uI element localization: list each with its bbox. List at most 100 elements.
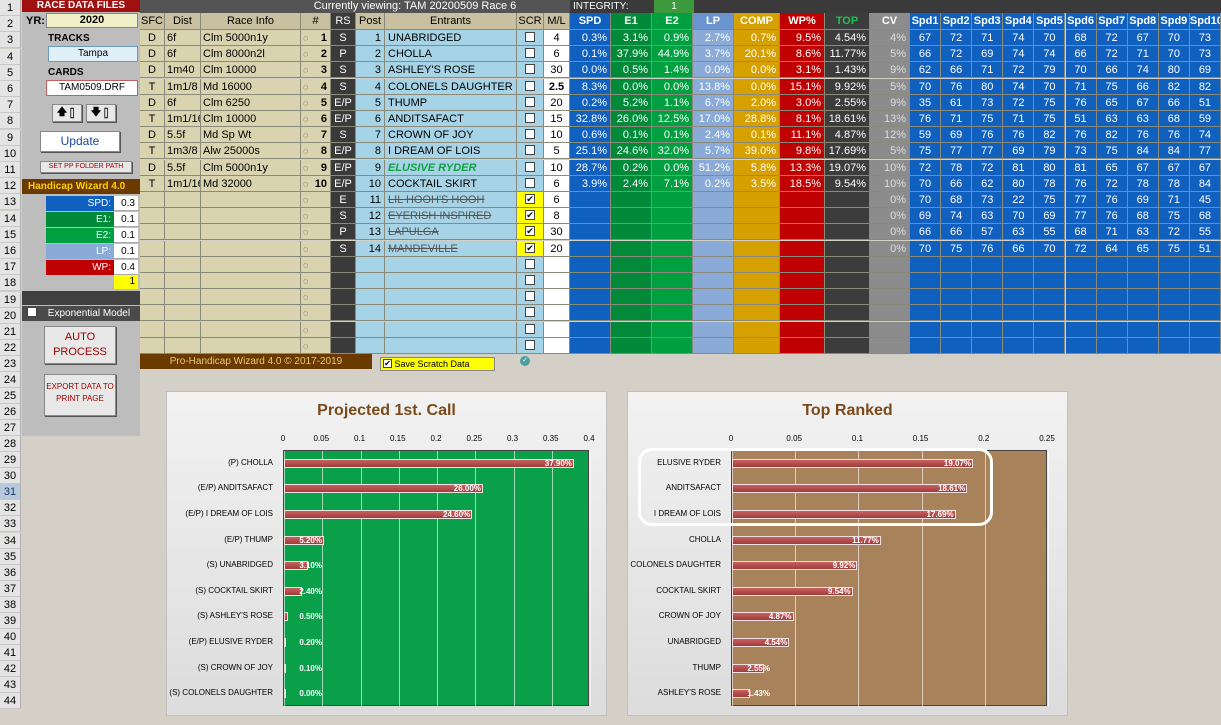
- row-header[interactable]: 30: [0, 468, 21, 485]
- cell-scr[interactable]: ✔: [517, 240, 544, 257]
- column-header-spd5[interactable]: Spd5: [1034, 13, 1066, 30]
- cell-name[interactable]: EYERISH INSPIRED: [385, 208, 517, 225]
- row-header[interactable]: 18: [0, 275, 21, 292]
- row-header[interactable]: 11: [0, 162, 21, 178]
- cell-ml[interactable]: [544, 256, 570, 273]
- row-header[interactable]: 23: [0, 356, 21, 373]
- cell-ml[interactable]: 6: [544, 192, 570, 208]
- cell-name[interactable]: LIL HOOH'S HOOH: [385, 192, 517, 208]
- scratch-checkbox[interactable]: [525, 323, 535, 334]
- cell-ml[interactable]: [544, 337, 570, 354]
- cell-scr[interactable]: ✔: [517, 208, 544, 225]
- save-scratch-toggle[interactable]: ✔ Save Scratch Data: [380, 357, 495, 371]
- row-header[interactable]: 32: [0, 500, 21, 517]
- cell-scr[interactable]: [517, 321, 544, 338]
- scratch-checkbox[interactable]: [525, 339, 535, 350]
- cell-ml[interactable]: 8: [544, 208, 570, 225]
- row-header[interactable]: 38: [0, 596, 21, 613]
- row-header[interactable]: 1: [0, 0, 21, 16]
- row-header[interactable]: 9: [0, 129, 21, 146]
- scratch-checkbox[interactable]: [525, 96, 535, 107]
- column-header-spd8[interactable]: Spd8: [1127, 13, 1159, 30]
- row-header[interactable]: 12: [0, 178, 21, 195]
- column-header-lp[interactable]: LP: [693, 13, 734, 30]
- column-header-info[interactable]: Race Info: [201, 13, 301, 30]
- row-header[interactable]: 19: [0, 291, 21, 308]
- cell-scr[interactable]: [517, 62, 544, 79]
- row-header[interactable]: 20: [0, 307, 21, 324]
- column-header-spd6[interactable]: Spd6: [1065, 13, 1097, 30]
- cell-name[interactable]: MANDEVILLE: [385, 240, 517, 257]
- scratch-checkbox[interactable]: [525, 129, 535, 140]
- cell-ml[interactable]: 30: [544, 224, 570, 241]
- card-select[interactable]: TAM0509.DRF: [46, 80, 138, 96]
- cell-name[interactable]: ANDITSAFACT: [385, 111, 517, 127]
- row-header[interactable]: 34: [0, 532, 21, 549]
- cell-name[interactable]: CHOLLA: [385, 46, 517, 63]
- row-header[interactable]: 40: [0, 628, 21, 645]
- row-header[interactable]: 36: [0, 564, 21, 581]
- cell-ml[interactable]: [544, 273, 570, 289]
- cell-name[interactable]: LAPULGA: [385, 224, 517, 241]
- cell-name[interactable]: CROWN OF JOY: [385, 127, 517, 144]
- row-header[interactable]: 13: [0, 194, 21, 211]
- row-header[interactable]: 16: [0, 243, 21, 259]
- scratch-checkbox[interactable]: ✔: [525, 226, 535, 237]
- cell-ml[interactable]: 2.5: [544, 78, 570, 95]
- cell-name[interactable]: THUMP: [385, 94, 517, 111]
- cell-scr[interactable]: [517, 78, 544, 95]
- cell-name[interactable]: I DREAM OF LOIS: [385, 143, 517, 160]
- scratch-checkbox[interactable]: [525, 145, 535, 156]
- column-header-name[interactable]: Entrants: [385, 13, 517, 30]
- cell-scr[interactable]: [517, 273, 544, 289]
- row-header[interactable]: 29: [0, 452, 21, 469]
- cell-ml[interactable]: 15: [544, 111, 570, 127]
- cell-scr[interactable]: [517, 305, 544, 322]
- row-header[interactable]: 33: [0, 516, 21, 533]
- row-header[interactable]: 31: [0, 484, 21, 501]
- scratch-checkbox[interactable]: ✔: [525, 242, 535, 253]
- row-header[interactable]: 27: [0, 420, 21, 437]
- row-header[interactable]: 3: [0, 32, 21, 49]
- row-header[interactable]: 8: [0, 113, 21, 130]
- scratch-checkbox[interactable]: [525, 177, 535, 188]
- cell-name[interactable]: [385, 305, 517, 322]
- column-header-rs[interactable]: RS: [331, 13, 356, 30]
- set-pp-folder-button[interactable]: SET PP FOLDER PATH: [40, 161, 132, 173]
- column-header-spd3[interactable]: Spd3: [972, 13, 1004, 30]
- cell-name[interactable]: UNABRIDGED: [385, 30, 517, 46]
- scratch-checkbox[interactable]: ✔: [525, 194, 535, 205]
- row-header[interactable]: 24: [0, 372, 21, 388]
- auto-process-button[interactable]: AUTO PROCESS: [44, 326, 116, 364]
- weight-value[interactable]: 0.1: [114, 212, 138, 227]
- column-header-spd[interactable]: SPD: [570, 13, 611, 30]
- cell-scr[interactable]: [517, 175, 544, 192]
- track-select[interactable]: Tampa: [48, 46, 138, 62]
- cell-scr[interactable]: [517, 289, 544, 306]
- scratch-checkbox[interactable]: ✔: [525, 210, 535, 221]
- column-header-spd7[interactable]: Spd7: [1096, 13, 1128, 30]
- cell-scr[interactable]: [517, 159, 544, 176]
- weight-value[interactable]: 0.1: [114, 228, 138, 243]
- weight-value[interactable]: 0.3: [114, 196, 138, 211]
- row-header[interactable]: 43: [0, 676, 21, 693]
- scratch-checkbox[interactable]: [525, 258, 535, 269]
- cell-scr[interactable]: [517, 94, 544, 111]
- cell-name[interactable]: [385, 337, 517, 354]
- column-header-spd2[interactable]: Spd2: [941, 13, 973, 30]
- cell-scr[interactable]: [517, 30, 544, 46]
- row-header[interactable]: 2: [0, 16, 21, 33]
- cell-scr[interactable]: [517, 46, 544, 63]
- scratch-checkbox[interactable]: [525, 161, 535, 172]
- prev-race-button[interactable]: 🡅▯: [52, 104, 82, 122]
- cell-scr[interactable]: [517, 143, 544, 160]
- column-header-post[interactable]: Post: [356, 13, 385, 30]
- scratch-checkbox[interactable]: [525, 64, 535, 75]
- row-header[interactable]: 14: [0, 210, 21, 227]
- column-header-top[interactable]: TOP: [825, 13, 870, 30]
- cell-scr[interactable]: [517, 337, 544, 354]
- cell-ml[interactable]: [544, 289, 570, 306]
- row-header[interactable]: 5: [0, 64, 21, 81]
- cell-ml[interactable]: 6: [544, 46, 570, 63]
- row-header[interactable]: 35: [0, 548, 21, 565]
